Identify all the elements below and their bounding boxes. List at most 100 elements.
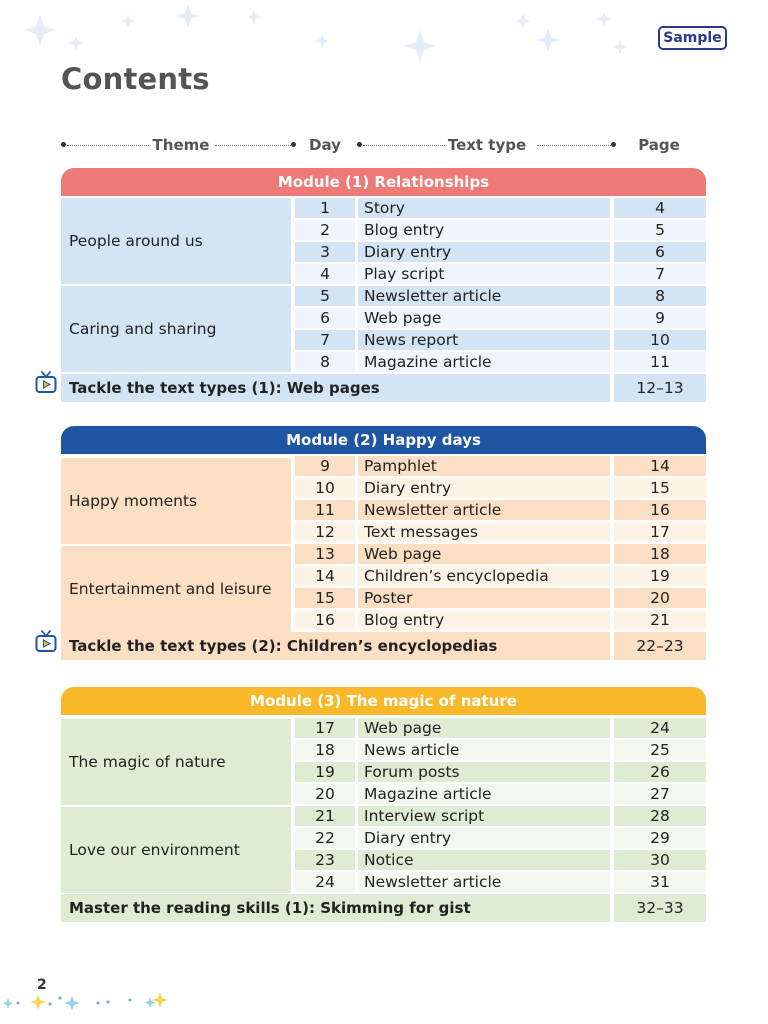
page-cell: 19 [614,566,706,586]
text-type-cell: Newsletter article [358,286,610,306]
dot-marker [357,142,362,147]
page-cell: 4 [614,198,706,218]
day-cell: 9 [295,456,355,476]
page-cell: 17 [614,522,706,542]
page-cell: 30 [614,850,706,870]
day-cell: 14 [295,566,355,586]
text-type-cell: Diary entry [358,478,610,498]
module-2: Module (2) Happy days Happy moments Ente… [61,426,706,688]
sparkle-decoration [2,992,168,1010]
text-type-cell: Poster [358,588,610,608]
text-type-cell: Magazine article [358,784,610,804]
tackle-title: Tackle the text types (2): Children’s en… [61,632,610,660]
tackle-page: 12–13 [614,374,706,402]
text-type-cell: News report [358,330,610,350]
text-type-cell: Play script [358,264,610,284]
tackle-title: Tackle the text types (1): Web pages [61,374,610,402]
page-cell: 29 [614,828,706,848]
page-cell: 31 [614,872,706,892]
page-cell: 26 [614,762,706,782]
page-cell: 7 [614,264,706,284]
sample-badge: Sample [658,26,727,50]
page-cell: 20 [614,588,706,608]
day-cell: 10 [295,478,355,498]
column-header-theme: Theme [152,136,210,154]
skills-title: Master the reading skills (1): Skimming … [61,894,610,922]
dotted-leader [537,145,611,146]
module-heading: Module (1) Relationships [61,168,706,196]
tackle-row[interactable]: Tackle the text types (1): Web pages 12–… [61,374,706,402]
page-cell: 15 [614,478,706,498]
dotted-leader [67,145,149,146]
day-cell: 2 [295,220,355,240]
text-type-cell: Story [358,198,610,218]
day-cell: 1 [295,198,355,218]
day-cell: 7 [295,330,355,350]
day-cell: 4 [295,264,355,284]
text-type-cell: Pamphlet [358,456,610,476]
theme-cell: Love our environment [61,807,291,893]
page-cell: 24 [614,718,706,738]
text-type-cell: Web page [358,308,610,328]
day-cell: 3 [295,242,355,262]
theme-cell: People around us [61,198,291,284]
text-type-cell: Forum posts [358,762,610,782]
day-cell: 23 [295,850,355,870]
module-heading: Module (3) The magic of nature [61,687,706,715]
theme-cell: Caring and sharing [61,286,291,372]
day-cell: 13 [295,544,355,564]
video-icon[interactable] [35,629,57,653]
day-cell: 5 [295,286,355,306]
page-number: 2 [37,977,47,993]
text-type-cell: Newsletter article [358,500,610,520]
day-cell: 17 [295,718,355,738]
text-type-cell: Blog entry [358,610,610,630]
day-cell: 8 [295,352,355,372]
page-cell: 11 [614,352,706,372]
tackle-row[interactable]: Tackle the text types (2): Children’s en… [61,632,706,660]
page-title: Contents [61,62,210,96]
dotted-leader [215,145,291,146]
dot-marker [291,142,296,147]
page-cell: 25 [614,740,706,760]
page-cell: 27 [614,784,706,804]
module-heading: Module (2) Happy days [61,426,706,454]
text-type-cell: Web page [358,544,610,564]
dotted-leader [363,145,445,146]
module-3: Module (3) The magic of nature The magic… [61,687,706,949]
tackle-page: 22–23 [614,632,706,660]
page-cell: 6 [614,242,706,262]
text-type-cell: Newsletter article [358,872,610,892]
day-cell: 19 [295,762,355,782]
page-cell: 5 [614,220,706,240]
day-cell: 21 [295,806,355,826]
skills-row[interactable]: Master the reading skills (1): Skimming … [61,894,706,922]
column-headers: Theme Day Text type Page [61,134,706,156]
theme-cell: Entertainment and leisure [61,546,291,632]
theme-cell: The magic of nature [61,719,291,805]
day-cell: 6 [295,308,355,328]
text-type-cell: Children’s encyclopedia [358,566,610,586]
text-type-cell: Diary entry [358,242,610,262]
text-type-cell: Interview script [358,806,610,826]
day-cell: 12 [295,522,355,542]
page-cell: 21 [614,610,706,630]
dot-marker [61,142,66,147]
day-cell: 22 [295,828,355,848]
skills-page: 32–33 [614,894,706,922]
day-cell: 15 [295,588,355,608]
video-icon[interactable] [35,370,57,394]
day-cell: 16 [295,610,355,630]
text-type-cell: News article [358,740,610,760]
page-cell: 28 [614,806,706,826]
page-cell: 10 [614,330,706,350]
module-1: Module (1) Relationships People around u… [61,168,706,430]
text-type-cell: Web page [358,718,610,738]
column-header-day: Day [309,136,341,154]
page-cell: 9 [614,308,706,328]
text-type-cell: Blog entry [358,220,610,240]
day-cell: 20 [295,784,355,804]
day-cell: 24 [295,872,355,892]
text-type-cell: Notice [358,850,610,870]
text-type-cell: Magazine article [358,352,610,372]
